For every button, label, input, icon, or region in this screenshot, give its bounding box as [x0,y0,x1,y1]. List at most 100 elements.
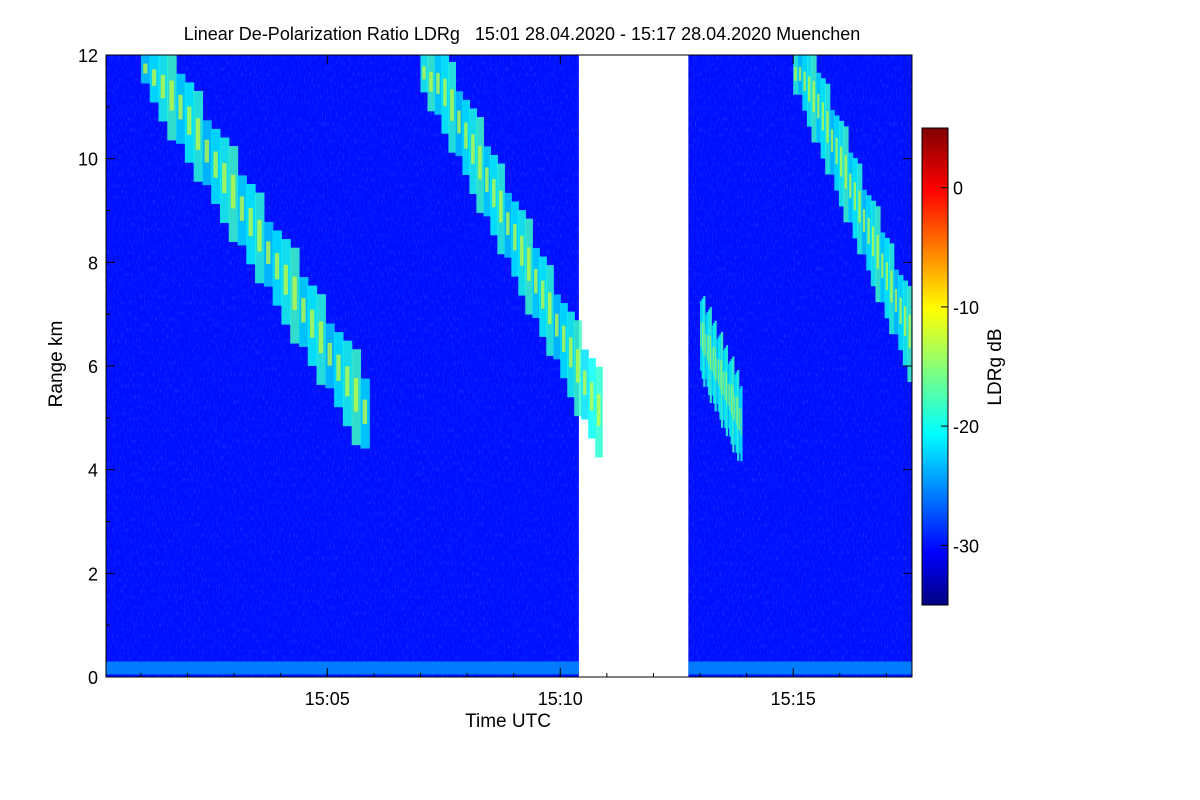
heatmap-cell [336,354,341,381]
heatmap-cell [143,63,148,74]
surface-layer [688,661,912,675]
heatmap-cell [703,323,705,356]
heatmap-cell [266,241,271,265]
plot-area [105,54,913,678]
colorbar-tick-label: -20 [953,417,979,437]
heatmap-cell [187,106,192,135]
heatmap-cell [506,212,510,235]
heatmap-cell [727,383,729,406]
heatmap-cell [904,306,907,337]
heatmap-cells [106,55,913,677]
x-tick-label: 15:15 [771,689,816,709]
heatmap-cell [724,371,726,401]
heatmap-cell [714,347,716,380]
heatmap-cell [808,76,811,102]
heatmap-cell [160,74,166,99]
heatmap-cell [721,360,723,395]
heatmap-cell [737,397,739,430]
heatmap-cell [729,383,731,411]
heatmap-cell [318,321,324,354]
heatmap-cell [826,110,829,143]
colorbar-ticks: 0 -10 -20 -30 [941,179,979,556]
heatmap-cell [862,209,866,232]
heatmap-cell [885,262,889,291]
heatmap-cell [555,313,559,337]
heatmap-cell [702,322,703,351]
heatmap-cell [718,359,719,386]
heatmap-cell [794,66,797,81]
heatmap-cell [230,174,236,209]
y-tick-label: 4 [88,461,98,481]
heatmap-cell [534,268,538,294]
heatmap-cell [345,366,350,397]
heatmap-cell [705,333,707,357]
y-axis-label: Range km [46,321,67,408]
heatmap-cell [798,66,802,81]
heatmap-cell [881,253,884,278]
heatmap-cell [858,190,861,223]
heatmap-cell [830,129,834,153]
heatmap-cell [222,163,227,194]
heatmap-cell [840,146,843,177]
colorbar-tick-label: 0 [953,179,963,199]
heatmap-cell [450,89,454,121]
heatmap-cell [492,179,496,208]
heatmap-cell [867,217,870,245]
y-tick-label: 8 [88,253,98,273]
heatmap-cell [706,334,708,361]
heatmap-cell [169,80,174,111]
x-tick-label: 15:10 [538,689,583,709]
heatmap-cell [899,297,902,324]
heatmap-cell [735,396,737,425]
heatmap-cell [213,151,218,178]
heatmap-cell [436,72,440,94]
y-tick-label: 2 [88,564,98,584]
heatmap-cell [362,399,368,425]
heatmap-cell [803,71,806,92]
heatmap-cell [817,93,820,119]
heatmap-cell [582,370,587,396]
y-axis: 0 2 4 6 8 10 12 [78,46,912,688]
heatmap-cell [257,219,262,252]
heatmap-cell [731,384,732,415]
heatmap-cell [719,359,721,390]
heatmap-cell [499,190,503,223]
heatmap-cell [541,280,545,309]
heatmap-cell [589,382,594,411]
heatmap-cell [710,335,711,370]
surface-layer [106,661,579,675]
heatmap-cell [835,137,838,165]
heatmap-cell [195,118,201,150]
heatmap-cell [239,196,245,221]
heatmap-cell [821,102,825,131]
heatmap-cell [353,378,359,412]
heatmap-cell [283,264,289,295]
y-tick-label: 12 [78,46,98,66]
heatmap-cell [575,349,580,383]
heatmap-cell [849,173,852,199]
heatmap-cell [248,208,253,237]
colorbar-tick-label: -10 [953,298,979,318]
heatmap-cell [274,253,280,280]
x-tick-label: 15:05 [305,689,350,709]
heatmap-cell [178,94,183,120]
heatmap-cell [478,145,482,180]
chart-title: Linear De-Polarization Ratio LDRg 15:01 … [184,24,860,44]
heatmap-cell [457,110,461,134]
heatmap-cell [548,292,552,325]
heatmap-cell [520,235,524,266]
heatmap-cell [151,69,157,86]
y-tick-label: 0 [88,668,98,688]
colorbar-gradient [921,127,949,606]
heatmap-cell [713,347,715,376]
heatmap-cell [700,321,702,347]
heatmap-cell [292,276,297,311]
heatmap-cell [443,78,447,107]
heatmap-cell [485,167,489,192]
heatmap-cell [711,346,713,371]
heatmap-cell [204,139,209,163]
heatmap-cell [708,335,710,366]
heatmap-cell [568,337,573,368]
heatmap-cell [734,395,736,421]
